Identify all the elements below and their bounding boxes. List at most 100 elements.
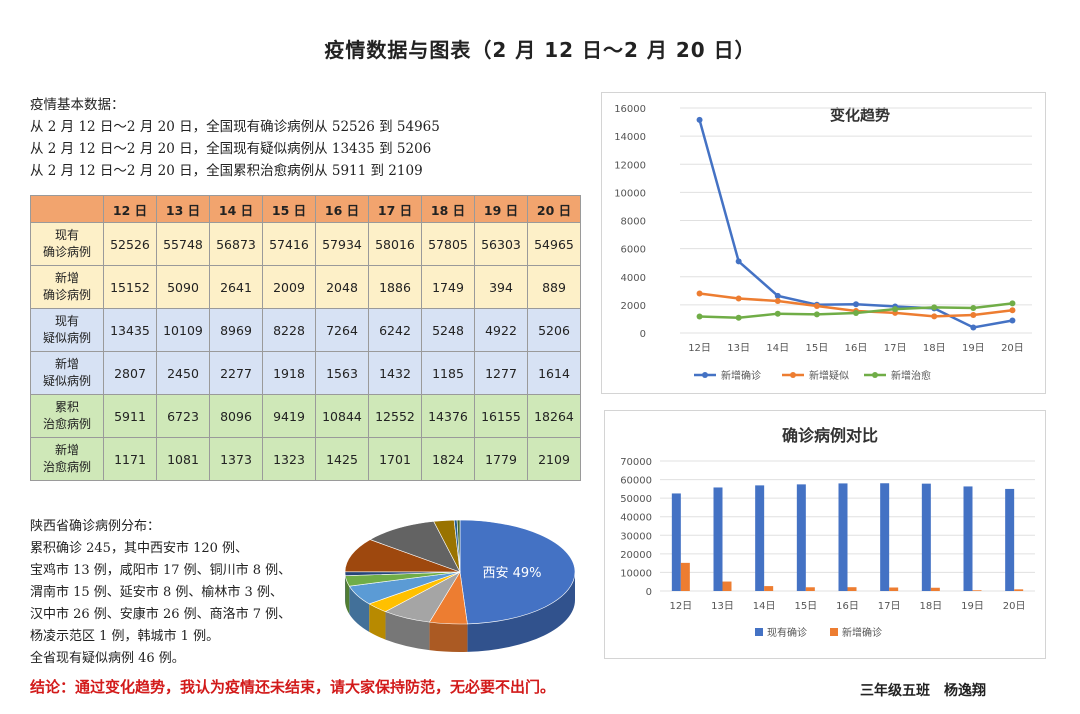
shaanxi-line: 杨凌示范区 1 例，韩城市 1 例。 [30,629,220,644]
pie-chart: 西安 49% [344,519,576,652]
table-cell: 2450 [156,351,210,395]
row-header-line: 疑似病例 [42,374,91,388]
data-point [853,301,859,308]
bar [847,587,857,591]
pie-slice-side [429,622,468,652]
table-cell: 8969 [209,308,263,352]
table-cell: 1425 [315,437,369,481]
bar [921,483,931,591]
y-tick-label: 40000 [620,513,652,524]
row-header-line: 疑似病例 [42,331,91,345]
table-cell: 10109 [156,308,210,352]
shaanxi-heading: 陕西省确诊病例分布： [30,519,161,534]
shaanxi-line: 宝鸡市 13 例，咸阳市 17 例、铜川市 8 例、 [30,563,292,578]
table-cell: 12552 [368,394,422,438]
table-cell: 57805 [421,222,475,266]
conclusion-text: 结论：通过变化趋势，我认为疫情还未结束，请大家保持防范，无必要不出门。 [30,678,556,696]
x-tick-label: 18日 [919,601,942,612]
row-header-line: 治愈病例 [42,417,91,431]
x-tick-label: 17日 [884,343,907,354]
bar [1005,488,1015,591]
x-tick-label: 17日 [878,601,901,612]
shaanxi-line: 渭南市 15 例、延安市 8 例、榆林市 3 例、 [30,585,283,600]
pie-slice-side [369,603,386,640]
shaanxi-line: 累积确诊 245，其中西安市 120 例、 [30,541,249,556]
table-cell: 1373 [209,437,263,481]
row-header-line: 现有 [54,228,79,242]
table-cell: 1918 [262,351,316,395]
signature: 三年级五班 杨逸翔 [860,683,986,699]
row-header-line: 新增 [54,357,79,371]
y-tick-label: 8000 [621,217,646,228]
row-header: 累积 治愈病例 [30,394,104,438]
table-cell: 6723 [156,394,210,438]
row-header: 现有 确诊病例 [30,222,104,266]
data-table: 12 日 13 日 14 日 15 日 16 日 17 日 18 日 19 日 … [30,195,581,481]
table-cell: 55748 [156,222,210,266]
table-row: 新增 确诊病例 15152 5090 2641 2009 2048 1886 1749 394 88… [30,265,581,309]
data-point [774,297,781,304]
row-header: 新增 疑似病例 [30,351,104,395]
bar [764,586,774,591]
x-tick-label: 19日 [961,601,984,612]
shaanxi-line: 汉中市 26 例、安康市 26 例、商洛市 7 例、 [30,607,292,622]
x-tick-label: 15日 [794,601,817,612]
table-cell: 1779 [474,437,528,481]
bar [880,483,890,591]
pie-slice-side [345,575,350,615]
data-point [696,290,703,297]
data-point [1009,307,1016,314]
x-tick-label: 13日 [711,601,734,612]
y-tick-label: 12000 [614,160,646,171]
shaanxi-distribution-block: 陕西省确诊病例分布： 累积确诊 245，其中西安市 120 例、 宝鸡市 13 … [30,516,291,670]
bar [713,487,723,591]
table-cell: 1563 [315,351,369,395]
x-tick-label: 15日 [806,343,829,354]
pie-slice-side [467,572,575,652]
table-cell: 5090 [156,265,210,309]
y-tick-label: 10000 [614,188,646,199]
table-cell: 1886 [368,265,422,309]
column-header: 20 日 [527,195,581,223]
row-header-line: 治愈病例 [42,460,91,474]
table-cell: 394 [474,265,528,309]
table-cell: 10844 [315,394,369,438]
table-cell: 58016 [368,222,422,266]
data-point [853,309,859,316]
row-header: 现有 疑似病例 [30,308,104,352]
table-cell: 16155 [474,394,528,438]
y-tick-label: 16000 [614,104,646,115]
table-body: 现有 确诊病例 52526 55748 56873 57416 57934 58016 5780… [30,222,581,481]
data-point [813,311,820,318]
y-tick-label: 0 [640,329,646,340]
table-cell: 2277 [209,351,263,395]
x-tick-label: 13日 [727,343,750,354]
y-tick-label: 10000 [620,568,652,579]
legend-label: 现有确诊 [767,626,807,639]
table-cell: 15152 [103,265,157,309]
pie-slice [369,521,461,573]
row-header-line: 新增 [54,443,79,457]
table-cell: 5206 [527,308,581,352]
table-cell: 1277 [474,351,528,395]
data-point [813,303,820,310]
y-tick-label: 4000 [621,273,646,284]
row-header-line: 新增 [54,271,79,285]
table-cell: 8228 [262,308,316,352]
bar [755,485,765,591]
legend-marker [872,372,878,378]
data-point [931,304,938,311]
trend-line-chart: 变化趋势 0 2000 4000 6000 8000 10000 12000 14000 1600… [614,104,1032,382]
x-tick-label: 12日 [669,601,692,612]
bar [838,483,848,591]
table-header-row: 12 日 13 日 14 日 15 日 16 日 17 日 18 日 19 日 … [30,195,581,223]
y-tick-label: 30000 [620,531,652,542]
data-point [892,306,899,313]
x-tick-label: 14日 [766,343,789,354]
table-cell: 1185 [421,351,475,395]
table-corner-cell [30,195,104,223]
table-cell: 1323 [262,437,316,481]
legend-swatch [830,628,838,636]
row-header-line: 确诊病例 [42,245,91,259]
table-cell: 13435 [103,308,157,352]
